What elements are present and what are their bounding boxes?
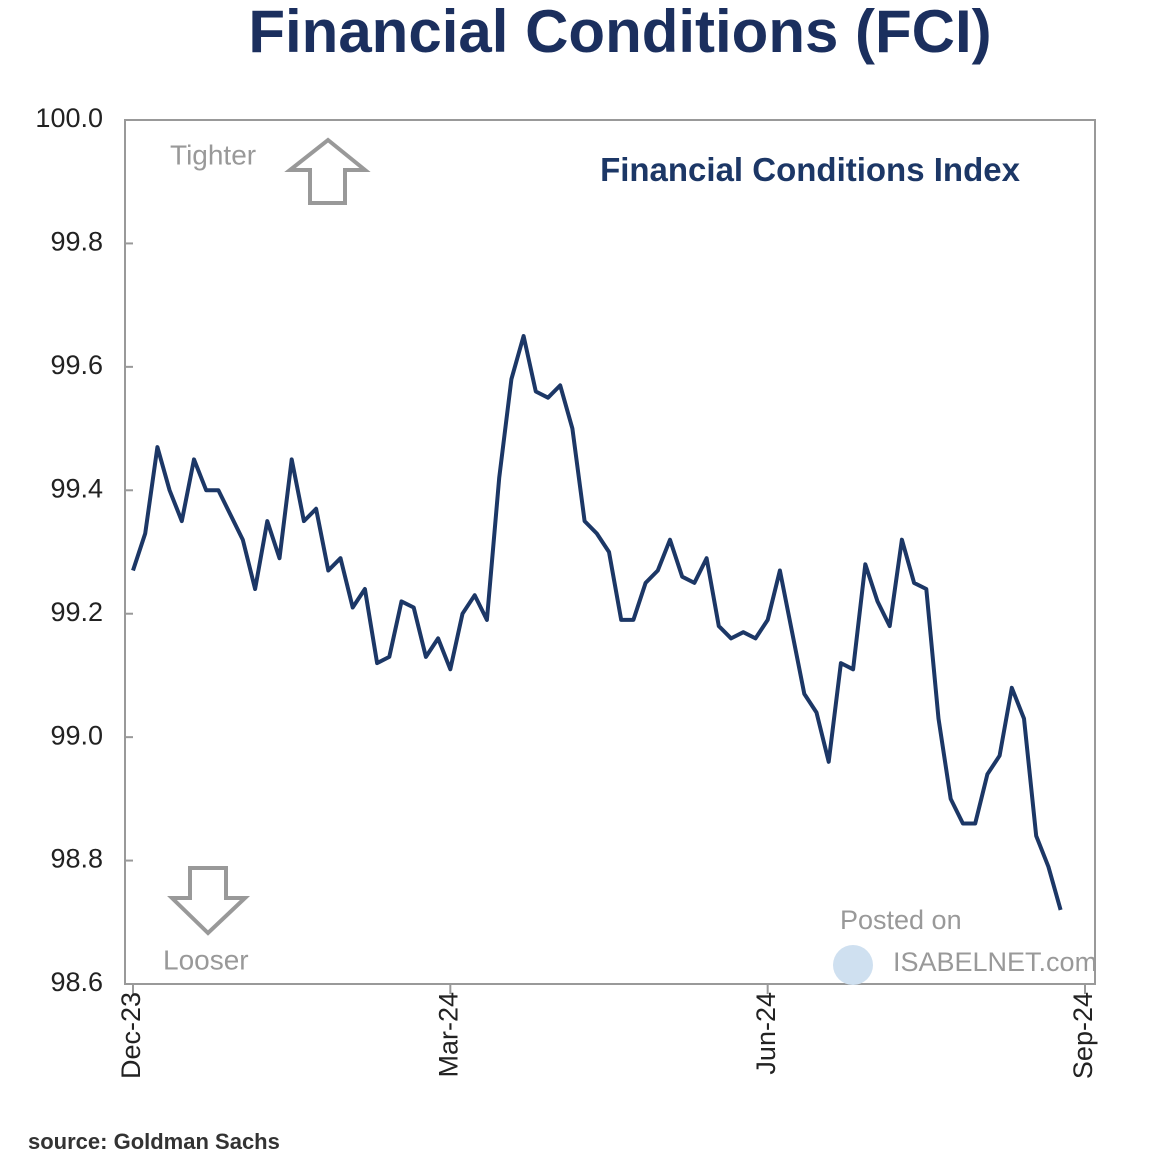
legend: Financial Conditions Index [600, 151, 1020, 188]
x-tick-label: Jun-24 [751, 992, 781, 1075]
x-tick-label: Sep-24 [1068, 992, 1098, 1079]
y-tick-label: 98.6 [50, 967, 103, 997]
y-tick-label: 98.8 [50, 844, 103, 874]
source: source: Goldman Sachs [28, 1129, 280, 1154]
x-tick-label: Mar-24 [433, 992, 463, 1078]
down-arrow [167, 866, 251, 936]
annotation: ISABELNET.com [893, 947, 1097, 977]
x-tick-label: Dec-23 [116, 992, 146, 1079]
y-tick-label: 99.4 [50, 473, 103, 503]
y-tick-label: 99.0 [50, 720, 103, 750]
annotation: Posted on [840, 905, 962, 935]
annotation: Tighter [170, 139, 256, 170]
up-arrow [284, 137, 371, 205]
plot-frame [124, 119, 1096, 985]
y-tick-label: 99.6 [50, 350, 103, 380]
annotation: Looser [163, 944, 249, 975]
y-tick-label: 99.2 [50, 597, 103, 627]
chart-title: Financial Conditions (FCI) [248, 0, 991, 65]
y-tick-label: 100.0 [35, 103, 103, 133]
series-line [131, 334, 1063, 911]
y-tick-label: 99.8 [50, 227, 103, 257]
logo [833, 945, 873, 985]
